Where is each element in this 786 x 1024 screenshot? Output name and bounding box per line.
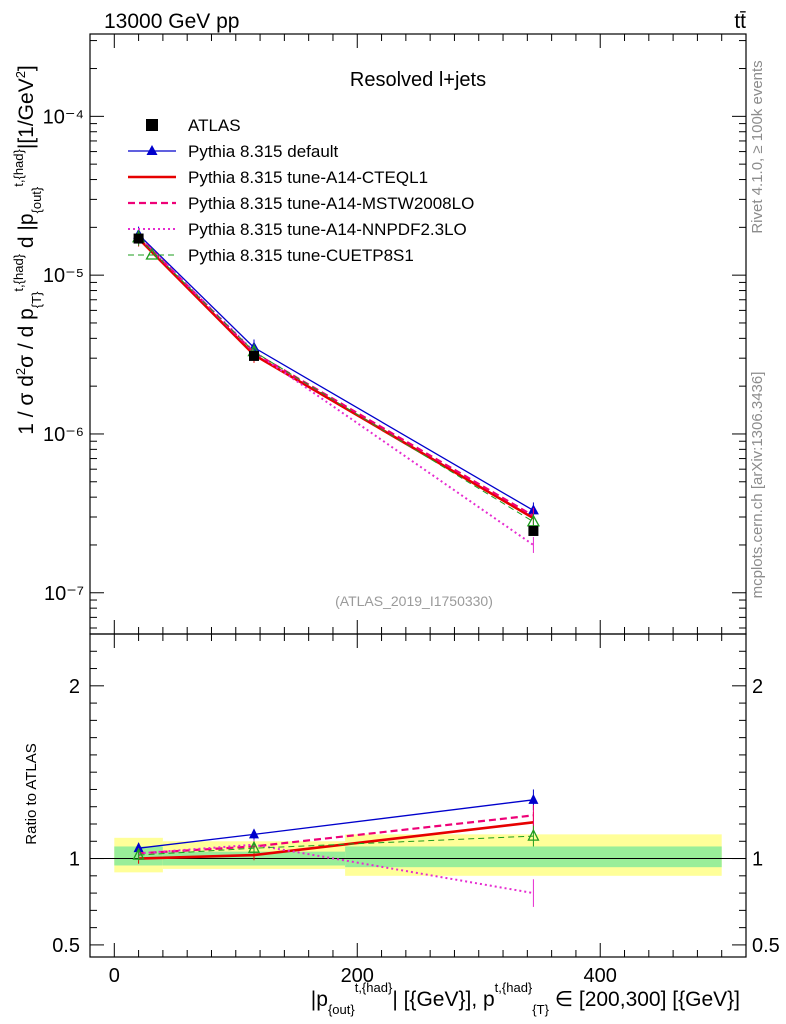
series-line-pythia-8-315-tune-a14-nnpdf2-3lo [137, 235, 534, 546]
energy-label: 13000 GeV pp [104, 10, 239, 33]
legend-item-pythia-8-315-tune-a14-mstw2008lo: Pythia 8.315 tune-A14-MSTW2008LO [128, 194, 474, 213]
ratio-y-axis-label: Ratio to ATLAS [23, 743, 40, 844]
series-line-pythia-8-315-tune-cuetp8s1 [138, 237, 534, 523]
ratio-point-pythia-8-315-tune-cuetp8s1 [247, 840, 261, 853]
ratio-point-pythia-8-315-default [249, 828, 259, 839]
legend-label: Pythia 8.315 default [188, 142, 339, 161]
legend-label: Pythia 8.315 tune-A14-CTEQL1 [188, 168, 428, 187]
inner-band-bin-2 [345, 846, 722, 868]
mcplots-label: mcplots.cern.ch [arXiv:1306.3436] [749, 372, 766, 599]
ratio-y-tick-label-right: 0.5 [752, 935, 780, 957]
legend-marker [146, 145, 158, 155]
process-label: tt̄ [734, 10, 746, 33]
x-axis-label: |p{out}t,{had}| [{GeV}], pt,{had}{T} ∈ [… [311, 980, 740, 1017]
ratio-uncertainty-bands [114, 834, 722, 876]
ratio-point-pythia-8-315-default [528, 793, 539, 804]
series-point-pythia-8-315-tune-cuetp8s1 [526, 514, 541, 527]
legend-label: ATLAS [188, 116, 241, 135]
legend-item-pythia-8-315-default: Pythia 8.315 default [128, 142, 339, 161]
ratio-panel-series [132, 789, 540, 907]
ratio-point-pythia-8-315-tune-cuetp8s1 [132, 847, 145, 860]
ratio-point-pythia-8-315-tune-cuetp8s1 [527, 828, 540, 841]
legend-marker [145, 247, 159, 260]
ratio-y-tick-label-left: 1 [69, 849, 80, 871]
legend-item-atlas: ATLAS [146, 116, 241, 135]
ratio-point-pythia-8-315-default [133, 842, 144, 853]
legend-label: Pythia 8.315 tune-CUETP8S1 [188, 246, 414, 265]
atlas-data-point [528, 525, 539, 536]
main-y-tick-label: 10⁻⁴ [43, 106, 84, 128]
series-line-pythia-8-315-tune-a14-mstw2008lo [137, 235, 534, 517]
ratio-y-tick-label-right: 2 [752, 676, 763, 698]
legend: ATLAS Pythia 8.315 default Pythia 8.315 tu… [128, 116, 474, 265]
atlas-data-point [249, 350, 259, 361]
legend-marker [146, 119, 158, 131]
x-tick-label: 200 [341, 965, 374, 987]
legend-item-pythia-8-315-tune-cuetp8s1: Pythia 8.315 tune-CUETP8S1 [128, 246, 414, 265]
series-line-pythia-8-315-default [138, 234, 534, 511]
main-panel-axes: 10⁻⁷ 10⁻⁶ 10⁻⁵ 10⁻⁴ [43, 33, 747, 635]
main-panel-series [131, 226, 541, 553]
legend-label: Pythia 8.315 tune-A14-NNPDF2.3LO [188, 220, 467, 239]
legend-item-pythia-8-315-tune-a14-nnpdf2-3lo: Pythia 8.315 tune-A14-NNPDF2.3LO [128, 220, 467, 239]
legend-item-pythia-8-315-tune-a14-cteql1: Pythia 8.315 tune-A14-CTEQL1 [128, 168, 428, 187]
main-y-tick-label: 10⁻⁷ [44, 583, 84, 605]
ratio-y-tick-label-left: 2 [69, 676, 80, 698]
atlas-data-point [133, 233, 144, 244]
ratio-y-tick-label-left: 0.5 [52, 935, 80, 957]
legend-label: Pythia 8.315 tune-A14-MSTW2008LO [188, 194, 474, 213]
ratio-panel-axes: 0.5 0.5 1 1 2 2 0 200 400 [52, 633, 780, 987]
main-y-axis-label: 1 / σ d2σ / d p{T}t,{had} d |p{out}t,{ha… [11, 65, 44, 435]
chart-title: Resolved l+jets [350, 69, 486, 91]
main-y-tick-label: 10⁻⁵ [43, 265, 84, 287]
reference-id: (ATLAS_2019_I1750330) [335, 593, 493, 609]
main-y-tick-label: 10⁻⁶ [43, 424, 84, 446]
ratio-frame [89, 633, 747, 958]
ratio-y-tick-label-right: 1 [752, 849, 763, 871]
x-tick-label: 0 [109, 965, 120, 987]
x-tick-label: 400 [584, 965, 617, 987]
rivet-label: Rivet 4.1.0, ≥ 100k events [749, 60, 766, 233]
